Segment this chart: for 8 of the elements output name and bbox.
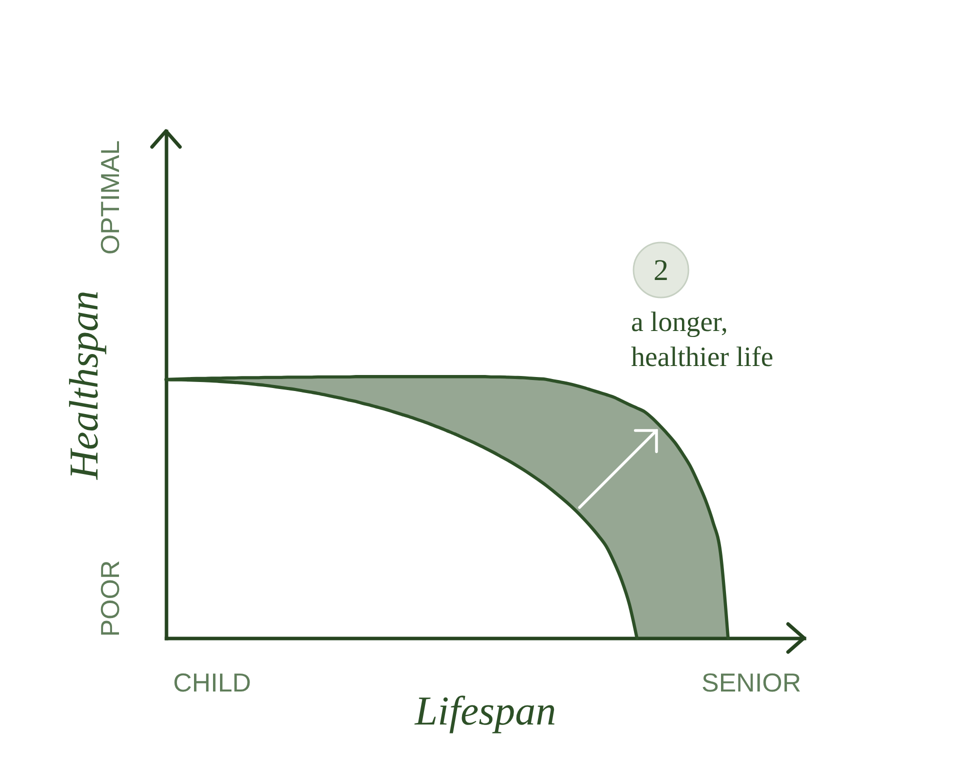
text: OPTIMAL (95, 140, 125, 255)
text: POOR (95, 560, 125, 637)
x-tick-label: CHILD (173, 668, 252, 698)
text: a longer, healthier life (631, 307, 774, 373)
text: 2 (654, 254, 668, 287)
y-axis-title: Healthspan (60, 290, 106, 481)
x-axis-title: Lifespan (414, 688, 556, 734)
x-tick-label: SENIOR (701, 668, 802, 698)
